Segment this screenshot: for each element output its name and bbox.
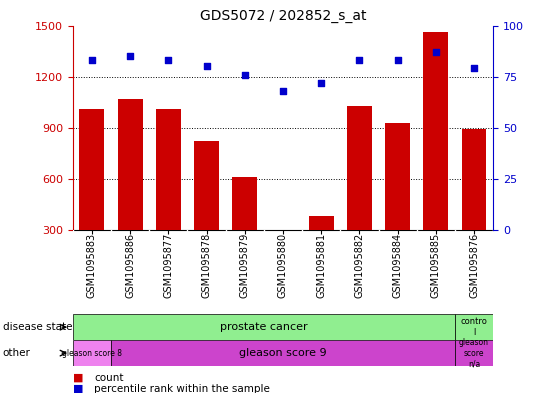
Text: prostate cancer: prostate cancer (220, 322, 308, 332)
Point (202, 63, 211, 70)
Bar (271, 239, 295, 281)
Text: GSM1095882: GSM1095882 (355, 232, 364, 298)
Point (240, 72, 249, 78)
Point (470, 65, 479, 72)
Bar (73, 340, 111, 366)
Text: GSM1095878: GSM1095878 (202, 232, 211, 298)
Text: GSM1095883: GSM1095883 (87, 232, 97, 298)
Bar (347, 106, 372, 281)
Text: GSM1095880: GSM1095880 (278, 232, 288, 298)
Text: count: count (94, 373, 124, 383)
Bar (462, 129, 487, 281)
Text: gleason
score
n/a: gleason score n/a (459, 338, 489, 368)
Point (432, 49, 440, 55)
Text: GSM1095876: GSM1095876 (469, 232, 479, 298)
Text: GSM1095885: GSM1095885 (431, 232, 441, 298)
Point (126, 53, 134, 59)
Text: GSM1095879: GSM1095879 (240, 232, 250, 298)
Text: other: other (3, 348, 31, 358)
Point (87, 57, 96, 63)
Bar (424, 32, 448, 281)
Text: percentile rank within the sample: percentile rank within the sample (94, 384, 270, 393)
Text: GSM1095884: GSM1095884 (392, 232, 403, 298)
Title: GDS5072 / 202852_s_at: GDS5072 / 202852_s_at (200, 9, 366, 23)
Text: GSM1095886: GSM1095886 (125, 232, 135, 298)
Bar (455, 340, 493, 366)
Text: gleason score 9: gleason score 9 (239, 348, 327, 358)
Text: GSM1095881: GSM1095881 (316, 232, 326, 298)
Point (164, 57, 172, 63)
Point (355, 57, 364, 63)
Bar (194, 141, 219, 281)
Bar (156, 109, 181, 281)
Bar (455, 314, 493, 340)
Point (393, 57, 402, 63)
Text: GSM1095877: GSM1095877 (163, 232, 174, 298)
Bar (118, 99, 142, 281)
Bar (111, 340, 455, 366)
Bar (79, 109, 105, 281)
Text: ■: ■ (73, 384, 83, 393)
Point (317, 80, 326, 86)
Bar (309, 216, 334, 281)
Point (279, 88, 287, 94)
Bar (232, 177, 257, 281)
Text: ■: ■ (73, 373, 83, 383)
Text: contro
l: contro l (461, 318, 487, 337)
Text: gleason score 8: gleason score 8 (62, 349, 122, 358)
Bar (385, 123, 410, 281)
Text: disease state: disease state (3, 322, 72, 332)
